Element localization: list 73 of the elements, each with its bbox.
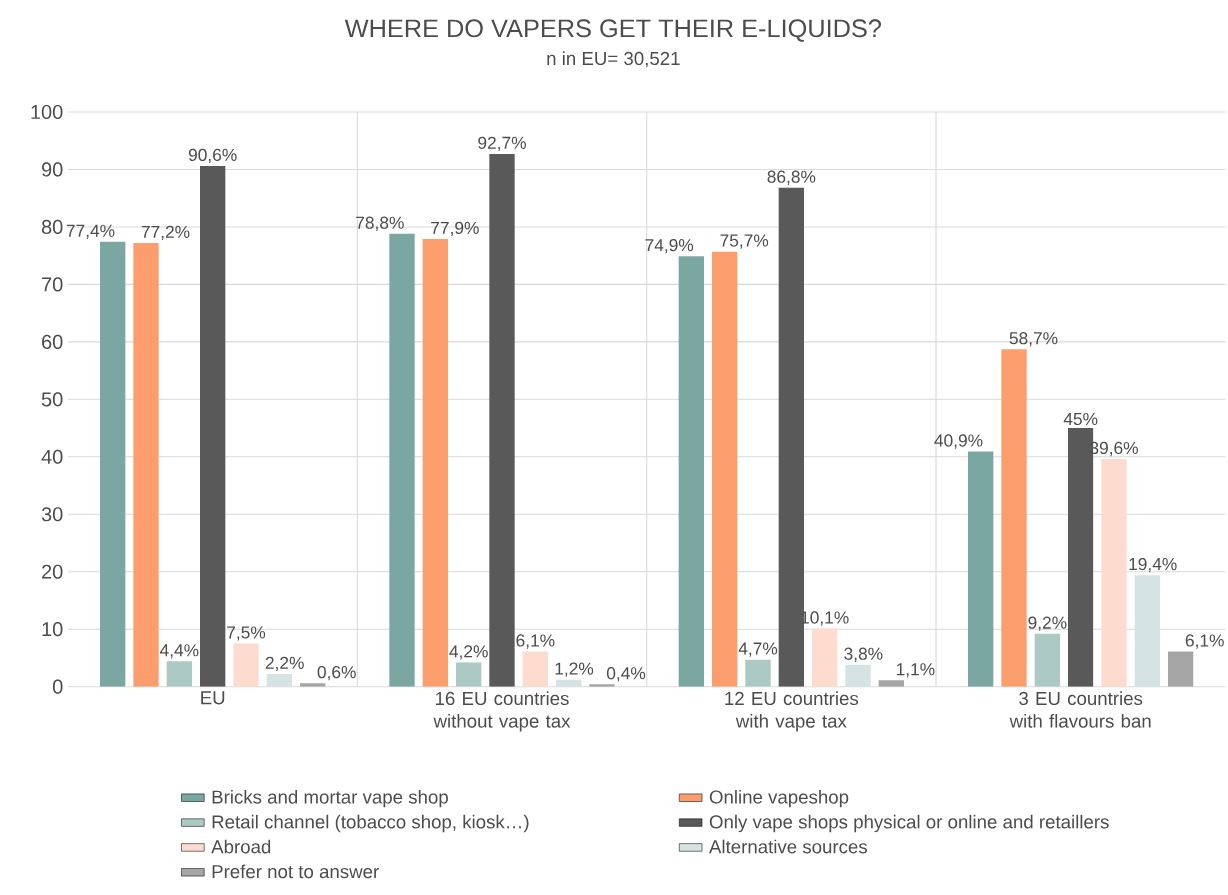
data-label: 1,1% [896, 663, 935, 678]
data-label: 92,7% [478, 136, 526, 152]
bar [745, 659, 771, 687]
bar [389, 233, 415, 687]
bar [845, 664, 871, 687]
y-tick-label: 10 [42, 622, 63, 637]
data-label: 2,2% [265, 656, 304, 672]
data-label: 58,7% [1009, 332, 1058, 347]
bar [812, 628, 838, 687]
bar [166, 661, 193, 687]
bar [878, 680, 905, 687]
data-label: 4,7% [738, 642, 778, 657]
legend-label: Alternative sources [709, 839, 867, 854]
bar [968, 451, 994, 687]
bar [589, 684, 615, 687]
bar [422, 239, 449, 687]
bar [133, 243, 159, 687]
legend-label: Only vape shops physical or online and retaillers [709, 814, 1109, 833]
bar [200, 166, 226, 687]
y-tick-label: 70 [42, 277, 63, 292]
data-label: 7,5% [227, 626, 266, 641]
y-tick-label: 50 [41, 392, 63, 407]
data-label: 86,8% [767, 170, 816, 186]
y-tick-label: 20 [42, 564, 63, 579]
bar [233, 643, 259, 687]
y-tick-label: 90 [41, 162, 63, 177]
data-label: 4,2% [449, 645, 488, 660]
bar [1001, 349, 1027, 687]
chart-title: WHERE DO VAPERS GET THEIR E-LIQUIDS? [344, 19, 881, 43]
legend-label: Online vapeshop [709, 790, 849, 808]
chart-subtitle: n in EU= 30,521 [547, 51, 680, 68]
x-tick-label: EU [201, 691, 225, 705]
bar [1168, 651, 1194, 687]
data-label: 6,1% [516, 634, 555, 649]
bar [266, 674, 292, 687]
data-label: 40,9% [934, 434, 983, 449]
data-label: 19,4% [1129, 558, 1177, 573]
y-tick-label: 0 [52, 679, 63, 694]
y-tick-label: 30 [41, 507, 63, 522]
data-label: 75,7% [720, 234, 769, 249]
bar [1034, 633, 1061, 687]
data-label: 1,2% [555, 662, 594, 677]
data-label: 90,6% [188, 148, 237, 164]
bar [489, 154, 515, 687]
y-tick-label: 100 [31, 105, 63, 120]
data-label: 77,9% [431, 221, 479, 237]
data-label: 77,2% [141, 225, 190, 241]
bar [678, 256, 705, 687]
y-tick-label: 60 [42, 334, 63, 350]
data-label: 9,2% [1028, 616, 1067, 632]
legend-label: Bricks and mortar vape shop [212, 790, 448, 808]
data-label: 45% [1063, 413, 1098, 426]
x-tick-label: 12 EU countries with vape tax [725, 691, 859, 732]
bar [100, 242, 126, 687]
x-tick-label: 3 EU countries with flavours ban [1009, 691, 1151, 728]
bar [456, 662, 482, 687]
data-label: 6,1% [1185, 634, 1224, 649]
bar [522, 651, 549, 687]
y-tick-label: 80 [41, 220, 63, 235]
data-label: 77,4% [66, 224, 115, 240]
y-tick-label: 40 [41, 449, 63, 465]
data-label: 4,4% [159, 644, 199, 659]
data-label: 0,6% [317, 666, 356, 681]
legend-label: Retail channel (tobacco shop, kiosk…) [212, 814, 529, 833]
bar [712, 251, 738, 687]
bar [1101, 459, 1127, 687]
data-label: 3,8% [844, 647, 883, 663]
data-label: 74,9% [645, 239, 694, 254]
data-label: 0,4% [606, 667, 646, 682]
x-tick-label: 16 EU countries without vape tax [433, 691, 571, 732]
legend-label: Prefer not to answer [212, 864, 379, 879]
legend-label: Abroad [211, 839, 271, 854]
data-label: 78,8% [356, 216, 404, 232]
